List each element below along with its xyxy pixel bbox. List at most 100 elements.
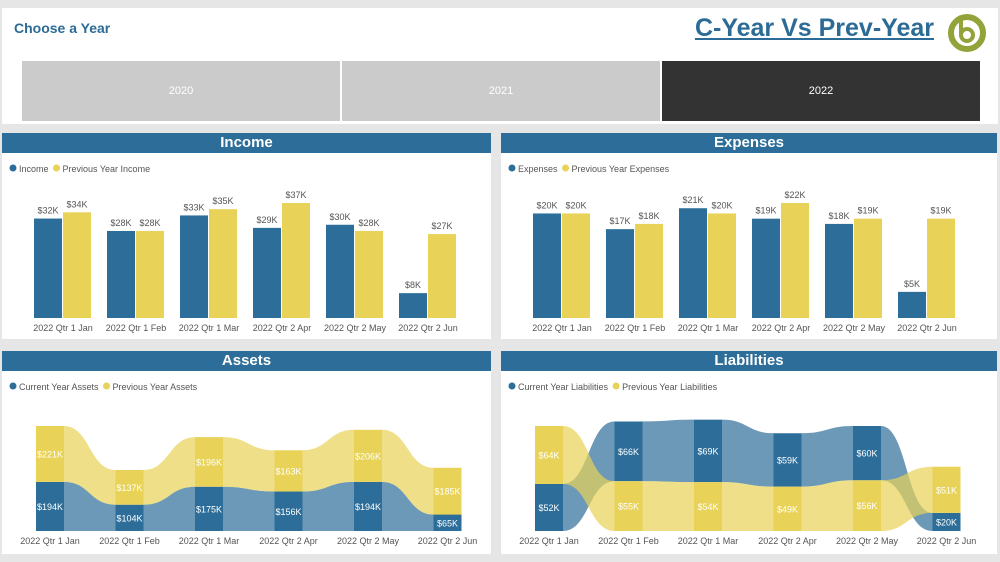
ribbon-current: [302, 481, 354, 531]
assets-panel: Assets Current Year Assets Previous Year …: [2, 351, 491, 554]
ribbon-column-previous: [195, 437, 223, 487]
page-title-link[interactable]: C-Year Vs Prev-Year: [694, 14, 934, 42]
data-label: $19K: [857, 206, 878, 216]
x-tick-label: 2022 Qtr 2 May: [324, 323, 387, 333]
data-label: $28K: [358, 218, 379, 228]
data-label: $20K: [936, 517, 957, 527]
data-label: $28K: [139, 218, 160, 228]
ribbon-column-current: [773, 433, 802, 487]
data-label: $49K: [777, 504, 798, 514]
ribbon-previous: [382, 429, 434, 515]
ribbon-current: [801, 426, 853, 487]
data-label: $20K: [565, 200, 586, 210]
legend-item: Previous Year Expenses: [572, 164, 670, 174]
legend-marker-icon: [562, 164, 570, 172]
ribbon-column-current: [274, 491, 303, 531]
data-label: $59K: [777, 455, 798, 465]
liabilities-panel: Liabilities Current Year Liabilities Prev…: [501, 351, 997, 554]
ribbon-column-current: [195, 486, 223, 531]
data-label: $185K: [434, 487, 460, 497]
ribbon-column-previous: [853, 480, 881, 531]
data-label: $18K: [638, 211, 659, 221]
bar-previous: [854, 218, 882, 318]
data-label: $55K: [618, 502, 639, 512]
ribbon-previous: [302, 429, 354, 492]
x-tick-label: 2022 Qtr 2 Apr: [752, 323, 811, 333]
data-label: $65K: [437, 518, 458, 528]
bar-previous: [635, 223, 663, 318]
bar-current: [34, 218, 62, 318]
x-tick-label: 2022 Qtr 1 Jan: [33, 323, 93, 333]
bar-current: [399, 293, 427, 318]
income-panel: Income Income Previous Year Income $32K $34…: [2, 133, 491, 339]
bar-previous: [562, 213, 590, 318]
x-tick-label: 2022 Qtr 1 Mar: [678, 536, 739, 546]
expenses-panel: Expenses Expenses Previous Year Expenses $…: [501, 133, 997, 339]
ribbon-current: [64, 481, 116, 531]
x-tick-label: 2022 Qtr 1 Feb: [106, 323, 167, 333]
legend-item: Current Year Liabilities: [518, 382, 609, 392]
ribbon-column-previous: [274, 450, 303, 492]
ribbon-current: [223, 486, 275, 531]
ribbon-column-current: [115, 504, 144, 531]
ribbon-current: [382, 481, 434, 531]
legend-item: Income: [19, 164, 49, 174]
ribbon-column-current: [932, 512, 961, 531]
ribbon-column-current: [535, 483, 563, 531]
data-label: $37K: [285, 190, 306, 200]
bar-previous: [282, 203, 310, 318]
ribbon-column-previous: [433, 467, 462, 515]
ribbon-previous: [881, 466, 933, 531]
data-label: $60K: [856, 449, 877, 459]
bar-current: [253, 227, 281, 318]
data-label: $33K: [183, 202, 204, 212]
x-tick-label: 2022 Qtr 1 Jan: [532, 323, 592, 333]
x-tick-label: 2022 Qtr 1 Jan: [519, 536, 579, 546]
data-label: $137K: [116, 483, 142, 493]
bar-previous: [355, 230, 383, 318]
legend-marker-icon: [9, 382, 17, 390]
year-slicer-2022[interactable]: 2022: [662, 61, 980, 121]
legend-marker-icon: [508, 382, 516, 390]
logo-icon: [948, 14, 986, 52]
data-label: $196K: [196, 457, 222, 467]
ribbon-column-current: [36, 481, 64, 531]
ribbon-column-current: [433, 514, 462, 531]
data-label: $18K: [828, 211, 849, 221]
data-label: $54K: [697, 502, 718, 512]
ribbon-column-current: [354, 481, 382, 531]
data-label: $30K: [329, 212, 350, 222]
bar-current: [898, 291, 926, 318]
data-label: $8K: [405, 280, 421, 290]
ribbon-column-previous: [932, 466, 961, 513]
data-label: $21K: [682, 195, 703, 205]
bar-current: [606, 229, 634, 318]
ribbon-column-previous: [694, 482, 722, 531]
ribbon-previous: [223, 437, 275, 492]
year-slicer-2021[interactable]: 2021: [342, 61, 660, 121]
data-label: $156K: [275, 507, 301, 517]
legend-marker-icon: [9, 164, 17, 172]
choose-year-label: Choose a Year: [14, 20, 111, 36]
bar-previous: [136, 230, 164, 318]
bar-previous: [428, 234, 456, 318]
expenses-chart: Expenses Previous Year Expenses $20K $20K 20…: [508, 164, 957, 333]
legend-item: Previous Year Liabilities: [622, 382, 718, 392]
x-tick-label: 2022 Qtr 2 May: [337, 536, 400, 546]
legend-item: Current Year Assets: [19, 382, 99, 392]
x-tick-label: 2022 Qtr 1 Feb: [605, 323, 666, 333]
data-label: $5K: [904, 279, 920, 289]
bar-previous: [708, 213, 736, 318]
ribbon-column-current: [853, 426, 881, 481]
data-label: $104K: [116, 513, 142, 523]
ribbon-column-previous: [614, 481, 643, 531]
bar-current: [679, 208, 707, 318]
year-slicer-2020[interactable]: 2020: [22, 61, 340, 121]
data-label: $194K: [355, 502, 381, 512]
x-tick-label: 2022 Qtr 1 Mar: [678, 323, 739, 333]
ribbon-previous: [642, 481, 694, 531]
ribbon-current: [722, 419, 774, 487]
bar-current: [326, 224, 354, 318]
liabilities-title: Liabilities: [501, 351, 997, 371]
bar-current: [825, 223, 853, 318]
